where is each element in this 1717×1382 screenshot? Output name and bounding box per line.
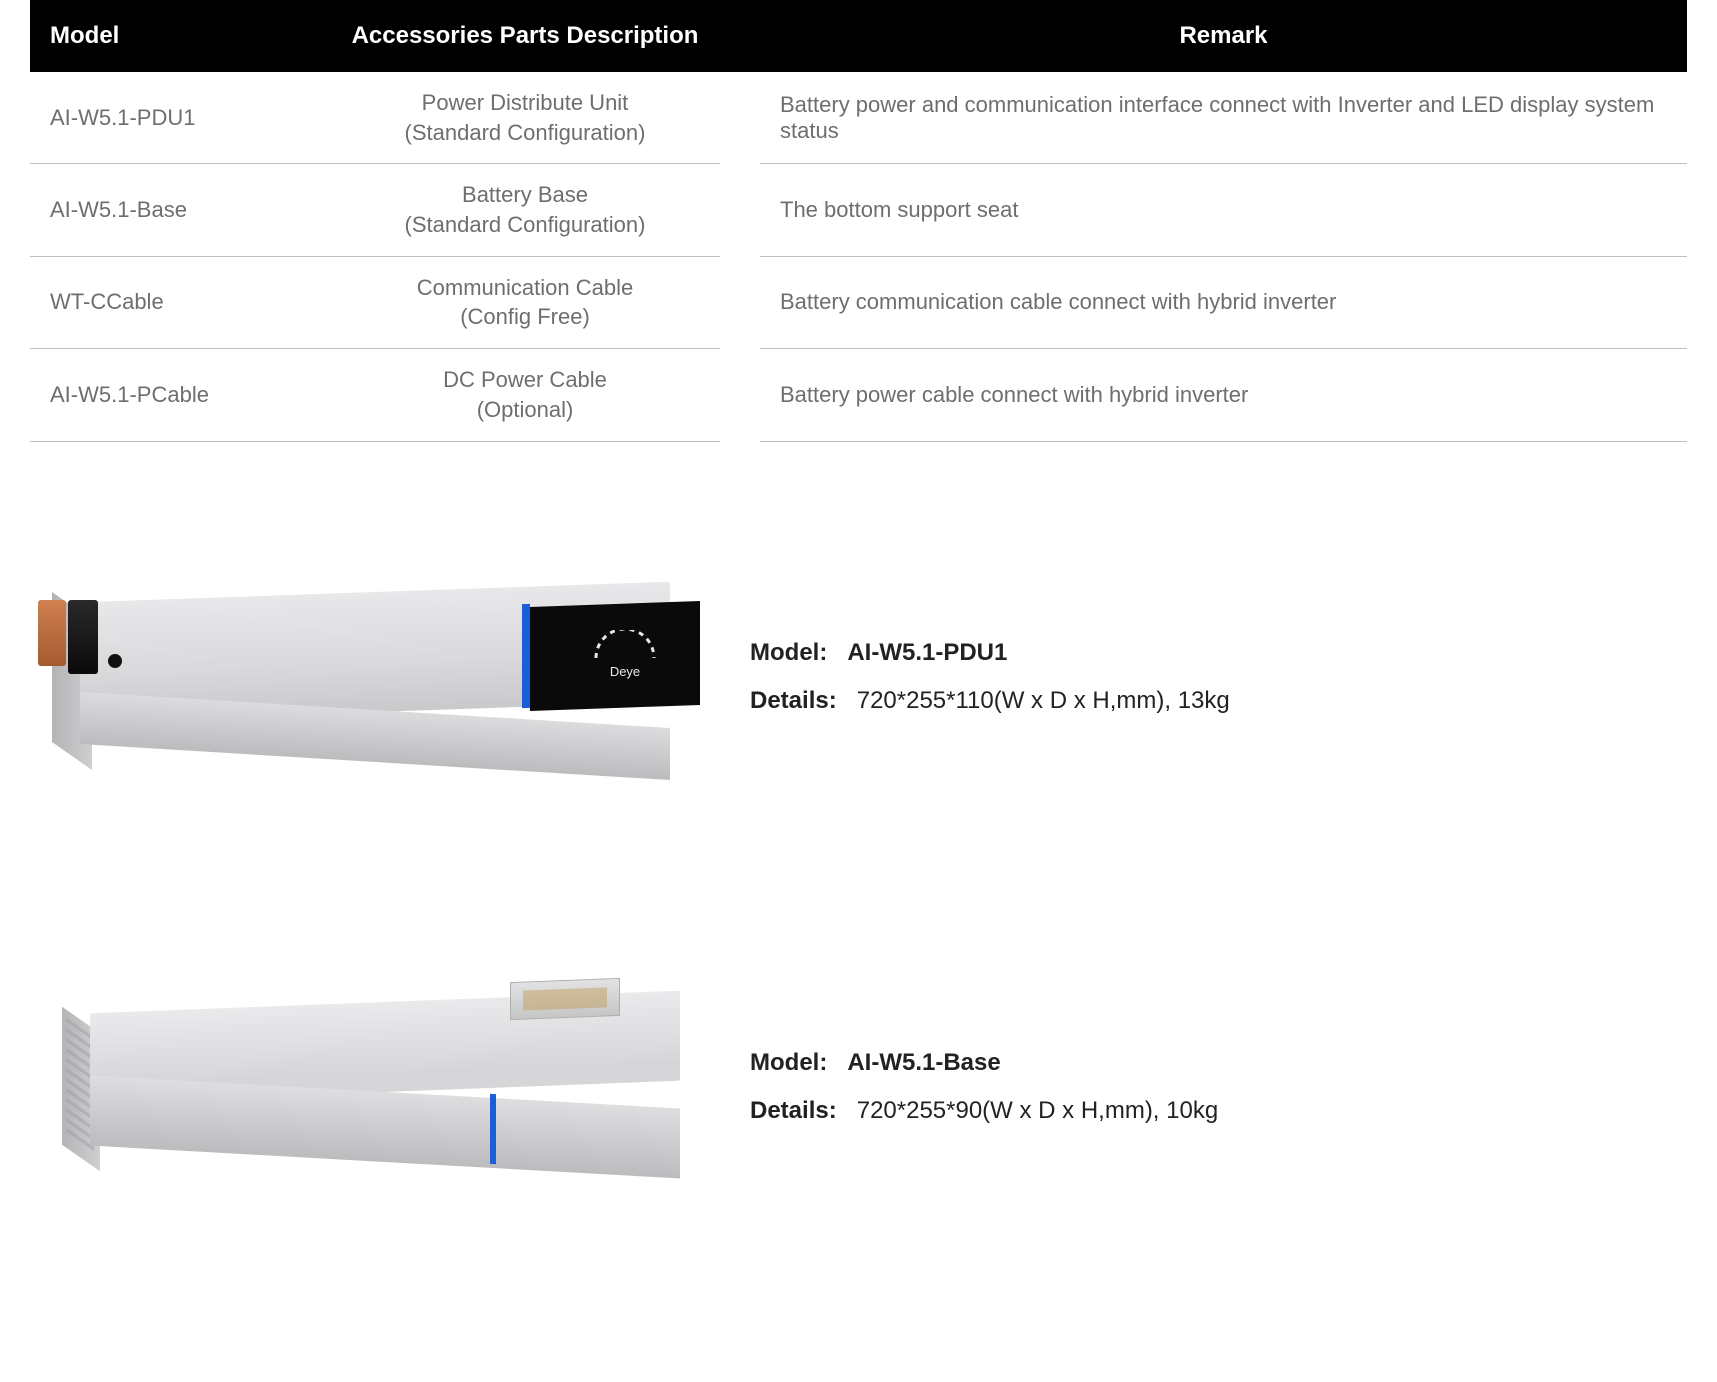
cell-remark: Battery power cable connect with hybrid … [760, 349, 1687, 441]
details-label: Details: [750, 1097, 837, 1124]
pdu-brand-label: Deye [610, 664, 640, 679]
accessories-table: Model Accessories Parts Description Rema… [30, 0, 1687, 442]
product-base-image [30, 972, 710, 1202]
connector-black-icon [68, 600, 98, 674]
cell-model: AI-W5.1-PCable [30, 349, 330, 441]
cell-model: AI-W5.1-PDU1 [30, 72, 330, 164]
product-details-value: 720*255*110(W x D x H,mm), 13kg [857, 687, 1230, 714]
header-description: Accessories Parts Description [330, 0, 720, 72]
table-header-row: Model Accessories Parts Description Rema… [30, 0, 1687, 72]
column-gap [720, 0, 760, 72]
header-model: Model [30, 0, 330, 72]
details-label: Details: [750, 687, 837, 714]
product-model-value: AI-W5.1-PDU1 [847, 639, 1007, 666]
product-pdu-info: Model: AI-W5.1-PDU1 Details: 720*255*110… [750, 629, 1230, 725]
table-row: WT-CCable Communication Cable (Config Fr… [30, 256, 1687, 348]
base-blue-stripe [490, 1093, 496, 1163]
pdu-knob-icon [108, 654, 122, 668]
model-label: Model: [750, 1049, 827, 1076]
product-details-value: 720*255*90(W x D x H,mm), 10kg [857, 1097, 1218, 1124]
product-model-value: AI-W5.1-Base [847, 1049, 1000, 1076]
product-pdu: Deye Model: AI-W5.1-PDU1 Details: 720*25… [30, 562, 1687, 792]
cell-description: Power Distribute Unit (Standard Configur… [330, 72, 720, 164]
product-base-info: Model: AI-W5.1-Base Details: 720*255*90(… [750, 1039, 1218, 1135]
pdu-blue-stripe [522, 603, 530, 707]
pdu-gauge-icon: Deye [580, 630, 670, 680]
table-row: AI-W5.1-Base Battery Base (Standard Conf… [30, 164, 1687, 256]
table-row: AI-W5.1-PCable DC Power Cable (Optional)… [30, 349, 1687, 441]
base-port-icon [510, 977, 620, 1019]
cell-description: Communication Cable (Config Free) [330, 256, 720, 348]
model-label: Model: [750, 639, 827, 666]
cell-model: WT-CCable [30, 256, 330, 348]
cell-remark: The bottom support seat [760, 164, 1687, 256]
product-pdu-image: Deye [30, 562, 710, 792]
table-row: AI-W5.1-PDU1 Power Distribute Unit (Stan… [30, 72, 1687, 164]
cell-model: AI-W5.1-Base [30, 164, 330, 256]
cell-remark: Battery communication cable connect with… [760, 256, 1687, 348]
cell-remark: Battery power and communication interfac… [760, 72, 1687, 164]
header-remark: Remark [760, 0, 1687, 72]
cell-description: DC Power Cable (Optional) [330, 349, 720, 441]
cell-description: Battery Base (Standard Configuration) [330, 164, 720, 256]
product-gallery: Deye Model: AI-W5.1-PDU1 Details: 720*25… [30, 562, 1687, 1202]
product-base: Model: AI-W5.1-Base Details: 720*255*90(… [30, 972, 1687, 1202]
connector-orange-icon [38, 600, 66, 666]
